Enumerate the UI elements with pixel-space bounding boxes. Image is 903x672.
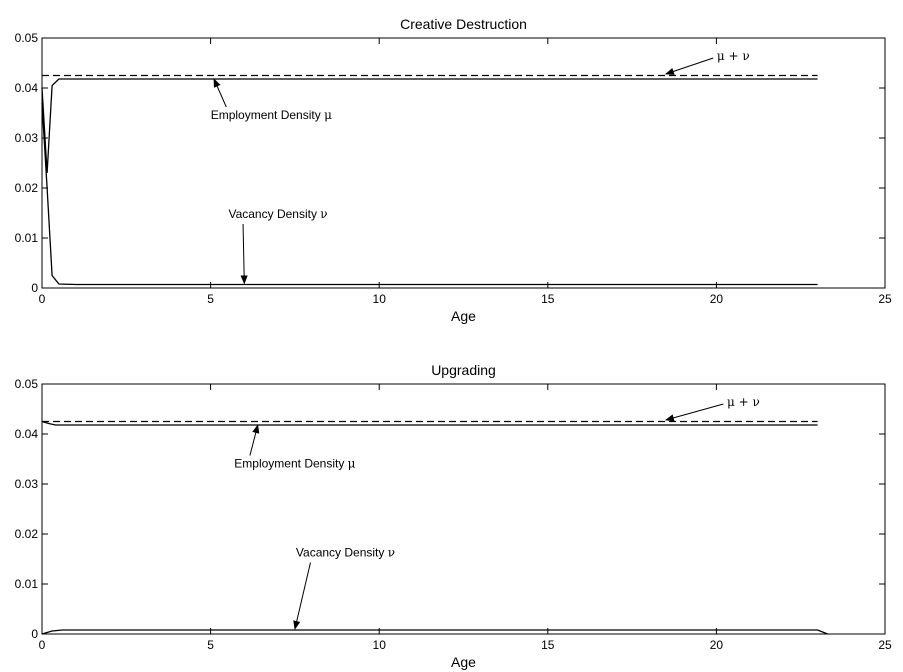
chart-0-y-tick-label: 0.04 [15, 81, 39, 95]
chart-1-y-tick-label: 0.01 [15, 577, 39, 591]
chart-1-employment-density-annotation-name: Employment Density [234, 457, 347, 471]
creative-destruction-panel: Creative Destruction Age 0 5 10 15 20 25 0 0.01 0.… [15, 16, 892, 324]
chart-1-total-density-annotation-symbol: μ + ν [727, 395, 760, 409]
chart-1-y-tick-label: 0.02 [15, 527, 39, 541]
chart-1-employment-density-annotation-symbol: μ [348, 457, 356, 471]
chart-0-vacancy-density-line [41, 102, 818, 286]
chart-1-vacancy-density-line [41, 629, 828, 635]
chart-0-y-tick-label: 0.01 [15, 231, 39, 245]
chart-1-x-tick-label: 0 [39, 638, 46, 652]
chart-0-x-tick-label: 20 [710, 292, 724, 306]
chart-1-employment-density-annotation-arrow [249, 424, 260, 456]
chart-0-vacancy-density-annotation-name: Vacancy Density [228, 207, 320, 221]
chart-1-x-tick-label: 5 [207, 638, 214, 652]
chart-0-employment-density-annotation-arrow [213, 78, 227, 108]
chart-1-vacancy-density-annotation-arrow [293, 562, 311, 630]
chart-0-x-tick-label: 10 [373, 292, 387, 306]
chart-0-employment-density-annotation-symbol: μ [324, 108, 332, 122]
chart-1-vacancy-density-annotation-symbol: ν [388, 546, 395, 560]
chart-1-x-tick-label: 15 [541, 638, 555, 652]
chart-0-vacancy-density-annotation-arrow [240, 223, 248, 285]
chart-1-plot-frame [41, 383, 886, 635]
chart-0-plot-frame [41, 37, 886, 289]
chart-1-y-tick-label: 0.05 [15, 377, 39, 391]
chart-0-y-tick-label: 0.05 [15, 31, 39, 45]
chart-0-employment-density-annotation: Employment Density μ [211, 108, 332, 122]
chart-0-y-tick-label: 0.03 [15, 131, 39, 145]
chart-0-x-tick-label: 15 [541, 292, 555, 306]
chart-1-employment-density-annotation: Employment Density μ [234, 457, 355, 471]
chart-0-x-tick-label: 25 [878, 292, 892, 306]
chart-0-x-axis-label: Age [451, 308, 476, 324]
chart-0-y-tick-label: 0.02 [15, 181, 39, 195]
chart-1-total-density-annotation-arrow [664, 403, 724, 422]
chart-0-employment-density-line [41, 78, 818, 174]
chart-1-x-axis-label: Age [451, 654, 476, 670]
chart-0-title: Creative Destruction [400, 16, 527, 32]
chart-0-total-density-annotation-arrow [664, 57, 714, 75]
chart-1-title: Upgrading [431, 362, 496, 378]
upgrading-panel: Upgrading Age 0 5 10 15 20 25 0 0.01 0.02 0.03 0.04 0… [15, 362, 892, 670]
chart-0-x-tick-label: 5 [207, 292, 214, 306]
chart-0-employment-density-annotation-name: Employment Density [211, 108, 324, 122]
chart-1-total-density-annotation: μ + ν [727, 395, 760, 409]
chart-0-x-tick-label: 0 [39, 292, 46, 306]
chart-0-y-tick-label: 0 [31, 281, 38, 295]
chart-1-x-tick-label: 10 [373, 638, 387, 652]
chart-1-y-tick-label: 0.03 [15, 477, 39, 491]
chart-0-total-density-annotation-symbol: μ + ν [717, 49, 750, 63]
chart-1-y-tick-label: 0.04 [15, 427, 39, 441]
chart-0-vacancy-density-annotation: Vacancy Density ν [228, 207, 327, 221]
chart-0-total-density-annotation: μ + ν [717, 49, 750, 63]
chart-0-vacancy-density-annotation-symbol: ν [320, 207, 327, 221]
chart-1-vacancy-density-annotation-name: Vacancy Density [296, 546, 388, 560]
chart-1-x-tick-label: 25 [878, 638, 892, 652]
chart-1-vacancy-density-annotation: Vacancy Density ν [296, 546, 395, 560]
chart-1-x-tick-label: 20 [710, 638, 724, 652]
chart-1-y-tick-label: 0 [31, 627, 38, 641]
chart-1-employment-density-line [41, 420, 818, 426]
